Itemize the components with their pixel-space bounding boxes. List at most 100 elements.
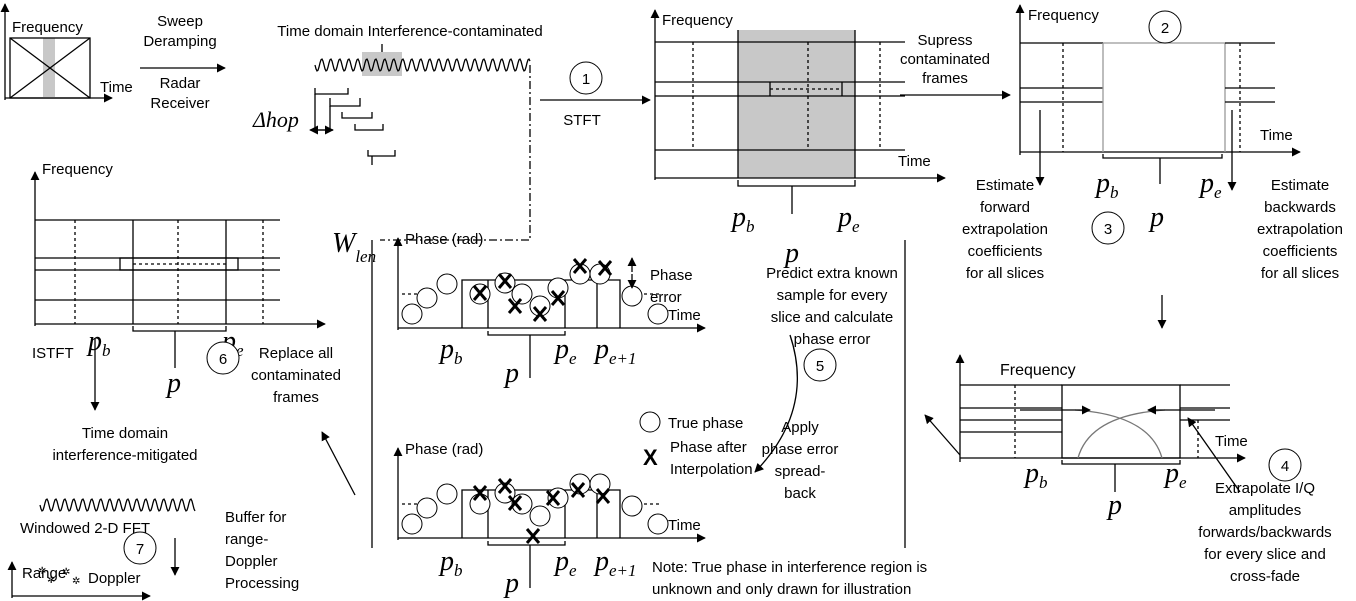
label: Receiver [150, 95, 209, 112]
label: range- [225, 531, 268, 548]
label: ✲ [72, 576, 80, 587]
label: Note: True phase in interference region … [652, 559, 927, 598]
label: backwards [1264, 199, 1336, 216]
shape [123, 531, 157, 565]
label: p [1148, 202, 1164, 233]
shape [380, 65, 531, 241]
shape [525, 528, 541, 544]
shape [497, 478, 513, 494]
label: Sweep Deramping [143, 13, 216, 50]
label: STFT [563, 112, 601, 129]
shape [341, 112, 373, 119]
label: pe [1198, 168, 1222, 202]
label: Apply [781, 419, 819, 436]
label: slice and calculate [771, 309, 894, 326]
label: Estimate forward extrapolation coefficients… [962, 177, 1048, 282]
label: frames [273, 389, 319, 406]
label: p [1163, 458, 1179, 489]
shape [472, 485, 488, 501]
label: b [454, 561, 463, 580]
label: Extrapolate I/Q amplitudes forwards/backwa… [1198, 480, 1331, 585]
label: Supress contaminated frames [900, 32, 990, 87]
shape [354, 124, 384, 131]
label: Range [22, 565, 66, 582]
label: contaminated [251, 367, 341, 384]
label: p [553, 334, 569, 365]
label: p [593, 334, 609, 365]
label: p [783, 238, 799, 269]
label: Frequency [1000, 362, 1076, 379]
shape [647, 303, 669, 325]
shape [416, 287, 438, 309]
label: Radar [160, 75, 201, 92]
label: phase error [794, 331, 871, 348]
label: pb [438, 334, 463, 368]
label: b [454, 349, 463, 368]
label: e [236, 341, 244, 360]
shape [1102, 154, 1223, 159]
label: Doppler [225, 553, 278, 570]
label: e [852, 217, 860, 236]
shape [924, 414, 961, 456]
label: pe [1163, 458, 1187, 492]
label: p [1106, 490, 1122, 521]
label: for all slices [966, 265, 1044, 282]
shape [532, 306, 548, 322]
label: e+1 [609, 349, 637, 368]
label: Apply phase error spread-back [762, 419, 839, 502]
label: e [569, 349, 577, 368]
shape [545, 490, 561, 506]
shape [1074, 409, 1163, 459]
label: Predict extra known [766, 265, 898, 282]
label: coefficients [1263, 243, 1338, 260]
shape [314, 58, 531, 72]
label: Frequency [662, 12, 733, 29]
label: 5 [816, 358, 824, 375]
shape [487, 331, 566, 336]
label: Phase after Interpolation [670, 439, 753, 478]
label: Time [1260, 127, 1293, 144]
shape [206, 341, 240, 375]
label: spread- [775, 463, 826, 480]
label: Extrapolate I/Q [1215, 480, 1315, 497]
shape [472, 285, 488, 301]
shape [461, 279, 621, 328]
shape [9, 37, 91, 99]
label: ✲ [38, 566, 46, 577]
label: ✲ [62, 567, 70, 578]
shape [321, 431, 356, 496]
shape [119, 257, 239, 271]
shape [39, 498, 196, 512]
label: p [503, 568, 519, 599]
label: forwards/backwards [1198, 524, 1331, 541]
label: error [650, 289, 682, 306]
shape [367, 150, 396, 157]
label: amplitudes [1229, 502, 1302, 519]
shape [547, 487, 569, 509]
label: Processing [225, 575, 299, 592]
label: Replace all contaminated frames [251, 345, 341, 406]
label: cross-fade [1230, 568, 1300, 585]
label: pe+1 [593, 546, 637, 580]
shape [639, 411, 661, 433]
label: extrapolation [1257, 221, 1343, 238]
label: Wlen [332, 228, 376, 266]
label: Time domain [82, 425, 168, 442]
label: b [746, 217, 755, 236]
label: pb [86, 326, 111, 360]
label: p [1023, 458, 1039, 489]
label: Estimate [1271, 177, 1329, 194]
shape [469, 493, 491, 515]
label: Δhop [252, 107, 299, 132]
label: interference-mitigated [52, 447, 197, 464]
label: e [569, 561, 577, 580]
label: Note: True phase in interference region … [652, 559, 927, 576]
shape [1061, 460, 1181, 465]
shape [1187, 417, 1241, 493]
label: Phase error [650, 267, 693, 306]
label: Deramping [143, 33, 216, 50]
label: p [730, 202, 746, 233]
shape [1148, 10, 1182, 44]
shape [507, 495, 523, 511]
label: Sweep [157, 13, 203, 30]
